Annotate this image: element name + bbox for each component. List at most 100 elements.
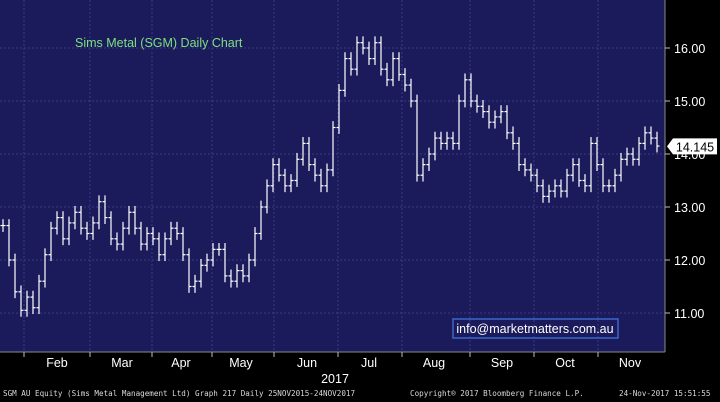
footer-security-info: SGM AU Equity (Sims Metal Management Ltd… (3, 389, 356, 398)
watermark-box (452, 318, 619, 339)
price-bar (654, 131, 660, 153)
price-bar (492, 110, 498, 129)
price-bar (462, 73, 468, 108)
price-bar (330, 121, 336, 177)
price-bar (600, 158, 606, 193)
price-bar (48, 221, 54, 262)
price-bar (438, 131, 444, 150)
price-bar (246, 253, 252, 283)
price-bar (336, 84, 342, 134)
price-bar (192, 274, 198, 293)
price-bar (324, 163, 330, 193)
price-bar (570, 158, 576, 182)
price-bar (210, 243, 216, 267)
price-bar (78, 205, 84, 235)
price-bar (636, 137, 642, 166)
price-bar (90, 216, 96, 240)
y-tick-label: 13.00 (674, 201, 705, 215)
price-bar (576, 158, 582, 187)
footer-timestamp: 24-Nov-2017 15:51:55 (619, 389, 711, 398)
x-tick-label: Feb (46, 356, 68, 370)
price-bar (480, 99, 486, 118)
price-bar (384, 62, 390, 87)
price-bar (66, 216, 72, 246)
price-bar (468, 73, 474, 108)
price-bar (606, 179, 612, 193)
price-bar (474, 94, 480, 113)
price-bar (276, 158, 282, 182)
price-bar (378, 36, 384, 76)
price-bar (306, 137, 312, 171)
price-bar (96, 195, 102, 230)
price-bar (300, 137, 306, 166)
price-bar (624, 147, 630, 166)
y-tick-label: 12.00 (674, 254, 705, 268)
x-tick-label: Jul (361, 356, 377, 370)
price-bar (108, 211, 114, 246)
price-bar (228, 269, 234, 288)
price-bar (312, 158, 318, 182)
price-bar (138, 221, 144, 251)
price-bar (60, 211, 66, 246)
price-bar (456, 94, 462, 150)
price-bar (282, 168, 288, 193)
price-bar (594, 137, 600, 171)
y-tick-label: 15.00 (674, 95, 705, 109)
price-bar (402, 68, 408, 92)
footer-bar: SGM AU Equity (Sims Metal Management Ltd… (0, 385, 720, 402)
price-bar (18, 285, 24, 317)
price-bar (522, 158, 528, 177)
price-bar (450, 131, 456, 150)
y-tick-label: 11.00 (674, 307, 704, 321)
price-bar (162, 232, 168, 262)
price-bar (120, 221, 126, 251)
price-bar (84, 221, 90, 240)
price-bar (24, 290, 30, 317)
price-bar (222, 243, 228, 283)
price-bar (150, 227, 156, 246)
price-bar (360, 36, 366, 55)
price-bar (552, 179, 558, 198)
price-bar (540, 179, 546, 203)
price-bar (318, 168, 324, 193)
price-bar (366, 41, 372, 65)
price-bar (414, 94, 420, 182)
price-bar (294, 152, 300, 187)
price-bar (174, 221, 180, 240)
price-bar (642, 126, 648, 150)
price-bar (618, 152, 624, 182)
price-bar (270, 158, 276, 193)
price-bar (6, 219, 12, 267)
price-bar (216, 243, 222, 256)
price-bar (234, 264, 240, 288)
price-bar (564, 168, 570, 198)
price-bar (102, 195, 108, 224)
price-bar (588, 137, 594, 193)
price-bar (390, 52, 396, 87)
price-bar (348, 52, 354, 76)
price-bar (114, 232, 120, 251)
price-bar (264, 179, 270, 214)
price-bar (240, 264, 246, 283)
price-bar (144, 227, 150, 251)
x-year-label: 2017 (321, 372, 349, 385)
price-bar (408, 78, 414, 108)
x-tick-label: Oct (555, 356, 575, 370)
x-tick-label: Mar (111, 356, 133, 370)
price-bar (354, 36, 360, 76)
price-bar (630, 147, 636, 166)
price-bar (72, 205, 78, 230)
last-price-label: 14.145 (676, 140, 714, 154)
price-bar (180, 227, 186, 262)
price-bar (516, 137, 522, 171)
price-bar (342, 52, 348, 97)
price-bar (36, 274, 42, 315)
x-tick-label: Sep (491, 356, 513, 370)
price-bar (546, 184, 552, 203)
x-tick-label: May (229, 356, 253, 370)
chart-title: Sims Metal (SGM) Daily Chart (75, 36, 243, 50)
price-bar (510, 126, 516, 150)
price-bar (444, 131, 450, 150)
price-bar (396, 52, 402, 81)
